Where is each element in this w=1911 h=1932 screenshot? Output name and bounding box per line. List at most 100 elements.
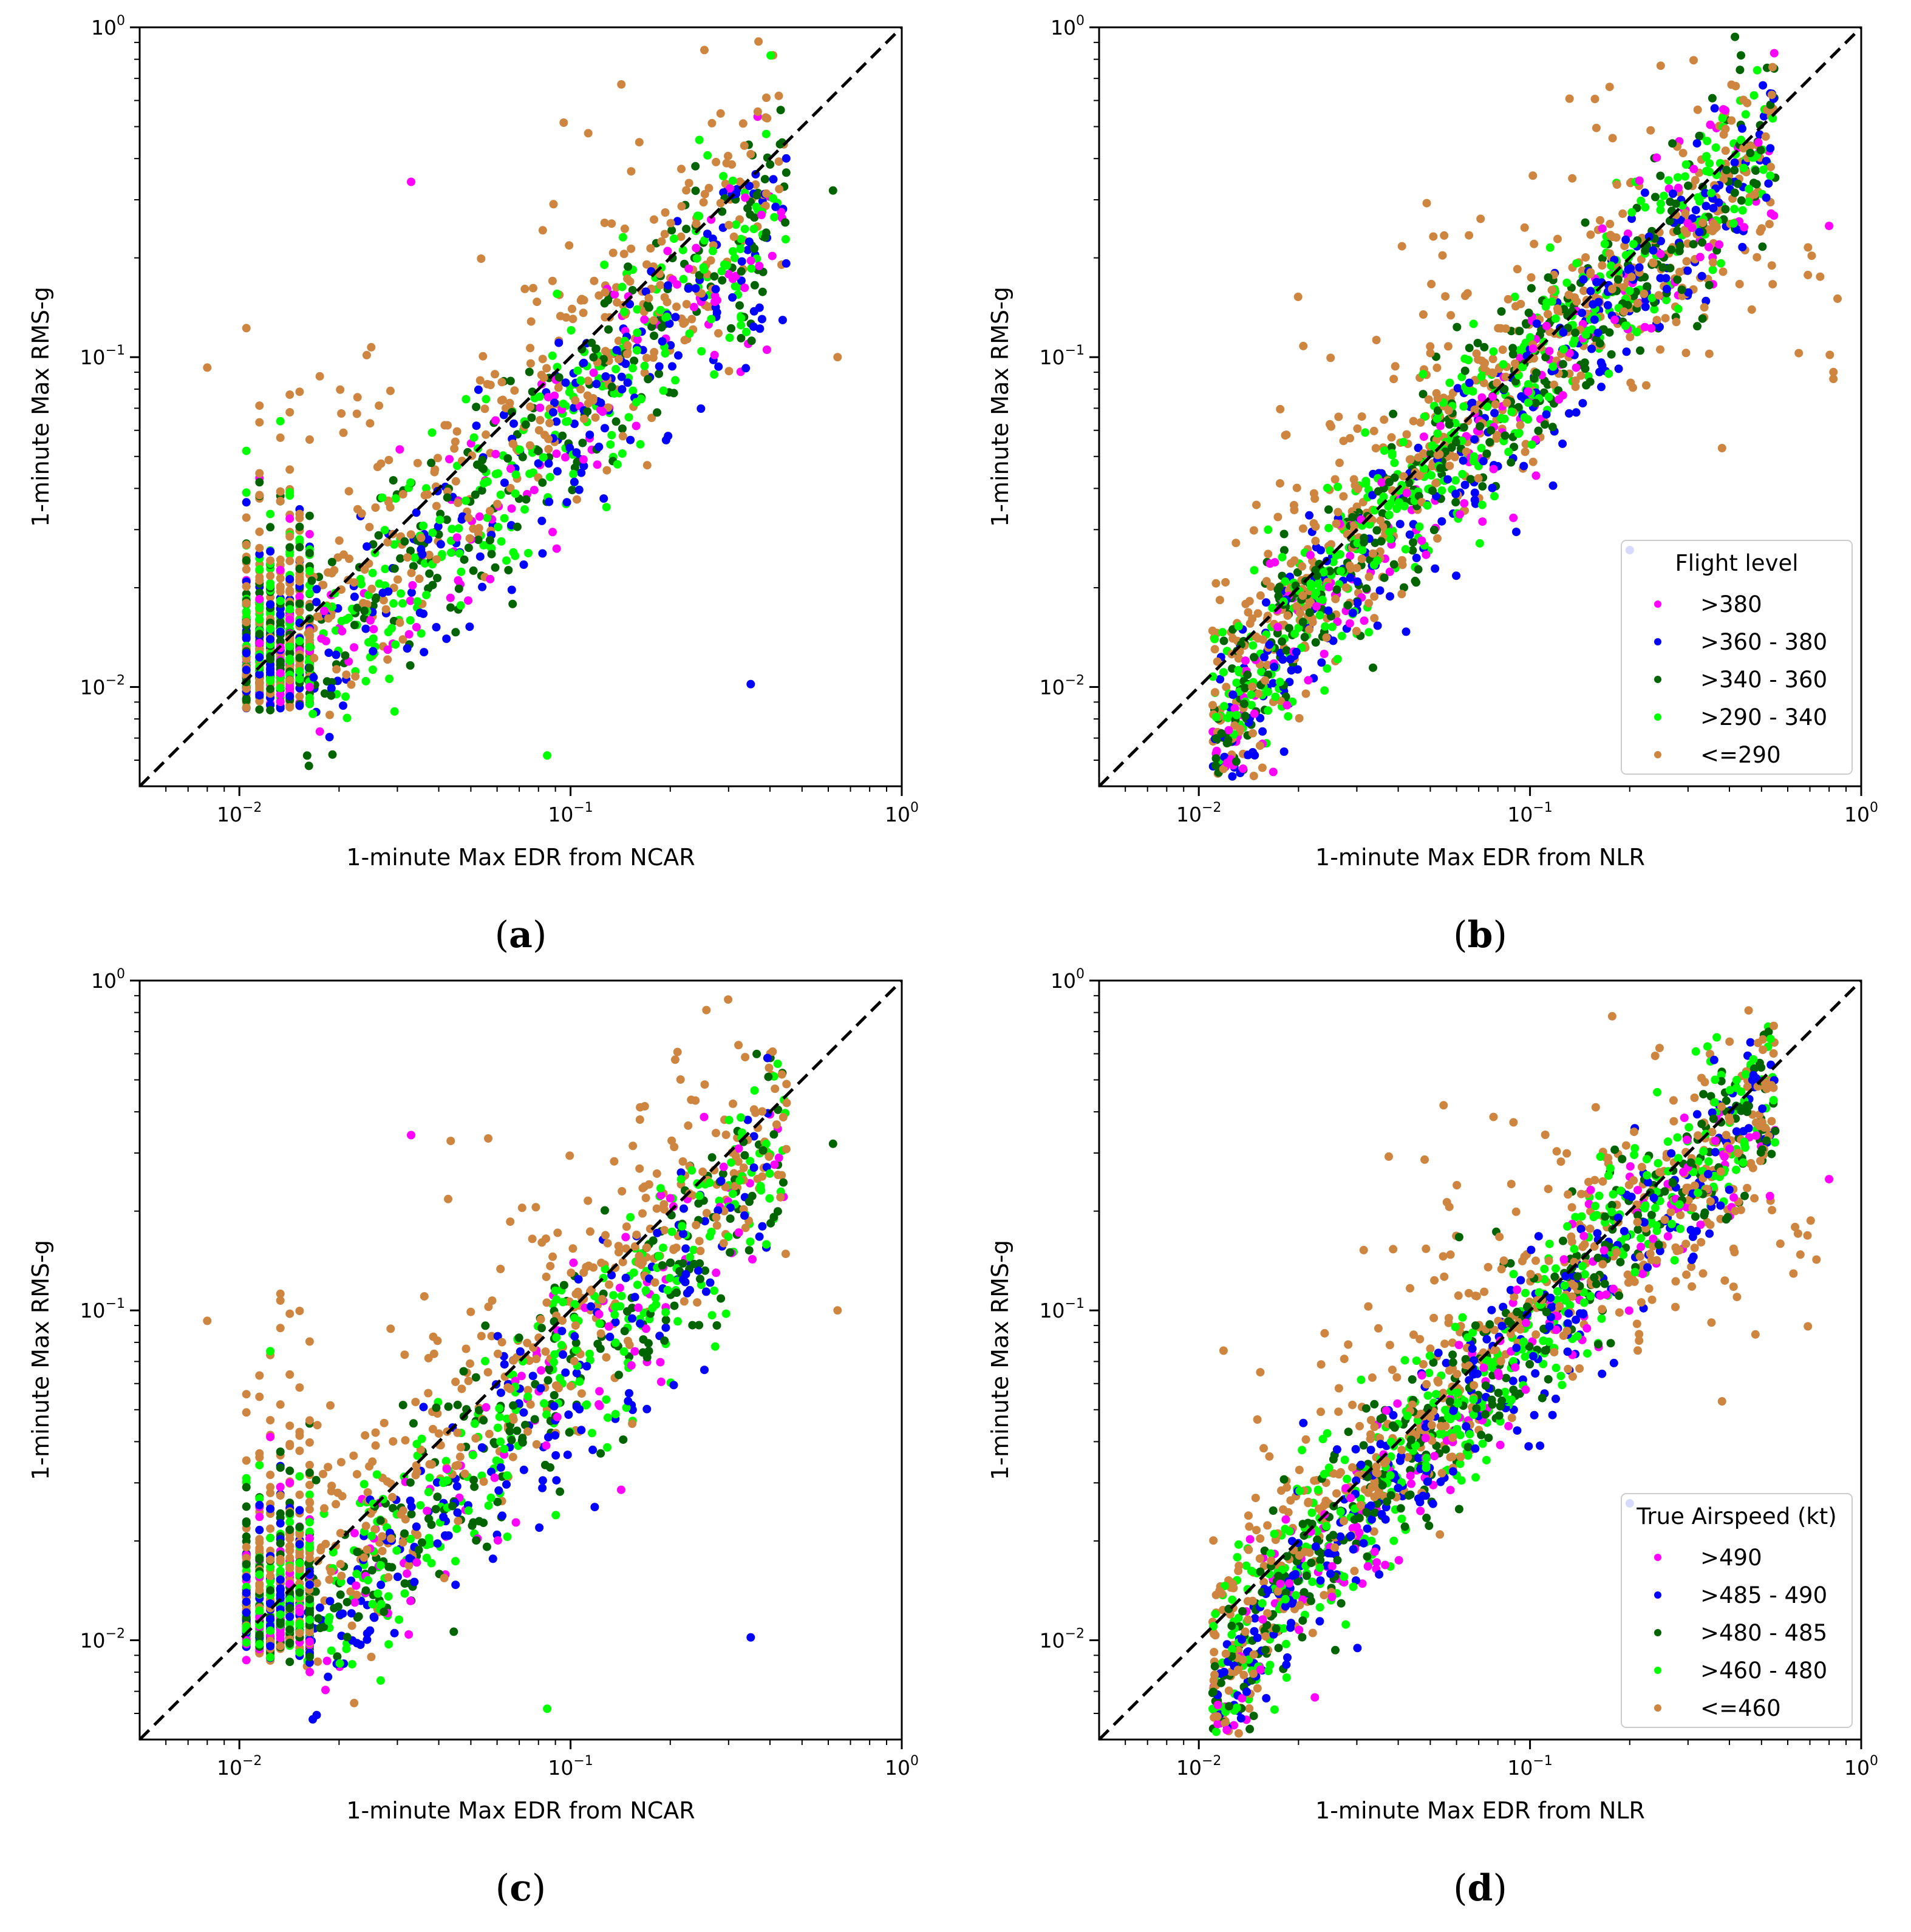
scatter-point [1571,383,1580,392]
scatter-point [681,1244,690,1253]
scatter-point [707,1153,717,1162]
scatter-point [539,453,548,462]
scatter-point [255,696,264,706]
scatter-point [276,497,285,506]
scatter-point [1405,530,1414,539]
scatter-point [1705,281,1714,290]
scatter-point [266,509,275,519]
scatter-point [526,317,536,326]
scatter-point [255,401,264,410]
scatter-point [1717,444,1726,452]
scatter-point [448,525,457,534]
scatter-point [1369,663,1377,672]
scatter-point [627,244,636,253]
scatter-point [367,342,376,352]
scatter-point [1502,398,1511,407]
scatter-point [1711,143,1720,152]
scatter-point [1729,219,1738,228]
scatter-point [203,363,212,372]
scatter-point [1429,232,1438,241]
scatter-point [480,404,489,413]
scatter-point [1441,292,1450,301]
scatter-point [502,1480,511,1489]
scatter-point [1250,566,1259,575]
scatter-point [1275,479,1284,488]
scatter-point [1456,510,1464,519]
scatter-point [1248,641,1258,650]
scatter-point [550,1391,559,1400]
scatter-point [622,1222,631,1231]
scatter-point [1640,188,1649,197]
scatter-point [1770,49,1779,58]
scatter-point [513,1426,522,1435]
scatter-point [1329,557,1338,566]
scatter-point [1768,63,1777,72]
scatter-point [685,329,694,338]
scatter-point [1697,271,1706,281]
scatter-point [716,199,725,208]
scatter-point [782,259,791,268]
scatter-point [1269,767,1278,777]
scatter-point [305,603,314,612]
scatter-point [350,1598,359,1607]
scatter-point [1210,634,1219,644]
scatter-point [378,493,387,502]
scatter-point [700,189,709,199]
scatter-point [1320,650,1329,658]
scatter-point [332,1500,341,1509]
scatter-point [743,245,752,254]
scatter-point [1610,315,1619,324]
scatter-point [550,1358,558,1367]
scatter-point [432,623,441,631]
scatter-point [1245,597,1254,606]
scatter-point [684,284,693,293]
scatter-point [276,487,285,496]
scatter-point [1714,198,1723,207]
scatter-point [545,418,554,427]
scatter-point [1231,539,1241,548]
scatter-point [762,345,771,354]
scatter-point [567,1268,576,1277]
scatter-point [242,696,251,705]
scatter-point [524,549,533,557]
scatter-point [1531,398,1540,407]
scatter-point [595,1387,604,1396]
scatter-point [1298,617,1307,627]
scatter-point [313,612,322,621]
scatter-point [353,604,362,613]
scatter-point [371,503,380,512]
scatter-point [607,430,616,440]
scatter-point [538,1483,547,1492]
scatter-point [746,679,755,689]
scatter-point [579,358,588,367]
scatter-point [719,1162,728,1171]
scatter-point [1605,83,1614,92]
scatter-point [568,304,576,313]
scatter-point [305,664,314,673]
scatter-point [295,607,304,616]
scatter-point [1604,369,1613,378]
scatter-point [496,1265,505,1273]
scatter-point [1595,339,1604,348]
scatter-point [408,581,417,590]
scatter-point [1426,342,1435,351]
scatter-point [1479,378,1488,387]
scatter-point [500,478,509,488]
scatter-point [1210,688,1219,697]
scatter-point [364,638,373,647]
scatter-point [242,446,251,455]
scatter-point [1228,772,1237,781]
scatter-point [671,376,680,385]
scatter-point [669,234,678,243]
scatter-point [724,367,734,376]
scatter-point [1578,399,1587,408]
scatter-point [242,633,251,642]
scatter-point [1545,347,1554,356]
scatter-point [1643,282,1652,291]
scatter-point [601,372,610,381]
scatter-point [1689,240,1698,249]
scatter-point [442,634,451,643]
scatter-point [1572,363,1581,372]
scatter-point [312,1475,321,1485]
scatter-point [660,230,669,239]
